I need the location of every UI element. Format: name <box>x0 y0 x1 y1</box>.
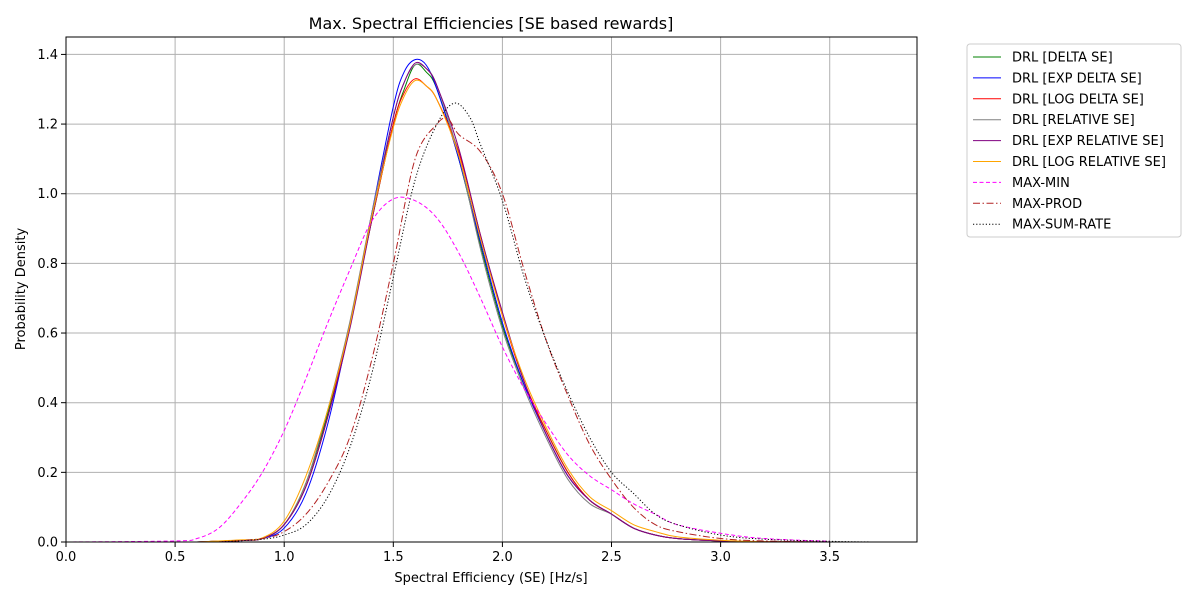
x-tick-label: 3.0 <box>710 550 731 565</box>
legend-label-drl-delta-se: DRL [DELTA SE] <box>1012 51 1113 66</box>
legend-label-drl-exp-delta-se: DRL [EXP DELTA SE] <box>1012 71 1142 86</box>
plot-area-frame <box>65 36 918 543</box>
y-tick-label: 0.6 <box>37 327 58 342</box>
series-lines <box>65 58 874 543</box>
y-tick-label: 0.2 <box>37 466 58 481</box>
series-line-max-min <box>65 196 830 543</box>
y-tick-label: 1.2 <box>37 118 58 133</box>
series-line-drl-exp-relative-se <box>196 61 830 543</box>
legend-label-drl-log-relative-se: DRL [LOG RELATIVE SE] <box>1012 155 1166 170</box>
y-axis-ticks: 0.0 0.2 0.4 0.6 0.8 1.0 1.2 1.4 <box>37 48 66 551</box>
series-line-drl-exp-delta-se <box>196 58 830 543</box>
x-tick-label: 0.0 <box>56 550 77 565</box>
legend-label-max-min: MAX-MIN <box>1012 176 1070 191</box>
y-axis-label: Probability Density <box>14 228 29 351</box>
x-tick-label: 2.5 <box>601 550 622 565</box>
chart-title: Max. Spectral Efficiencies [SE based rew… <box>309 14 674 33</box>
x-tick-label: 2.0 <box>492 550 513 565</box>
x-tick-label: 0.5 <box>165 550 186 565</box>
x-tick-label: 1.5 <box>383 550 404 565</box>
x-axis-ticks: 0.0 0.5 1.0 1.5 2.0 2.5 3.0 3.5 <box>56 542 840 565</box>
x-axis-label: Spectral Efficiency (SE) [Hz/s] <box>394 571 587 586</box>
y-tick-label: 0.4 <box>37 396 58 411</box>
series-line-drl-delta-se <box>196 63 830 543</box>
legend-box <box>966 43 1182 238</box>
x-tick-label: 1.0 <box>274 550 295 565</box>
y-tick-label: 1.0 <box>37 187 58 202</box>
series-line-drl-log-relative-se <box>196 79 830 543</box>
x-tick-label: 3.5 <box>819 550 840 565</box>
legend: DRL [DELTA SE] DRL [EXP DELTA SE] DRL [LOG… <box>966 43 1182 238</box>
legend-label-drl-log-delta-se: DRL [LOG DELTA SE] <box>1012 92 1144 107</box>
y-tick-label: 0.0 <box>37 536 58 551</box>
series-line-drl-relative-se <box>196 63 830 543</box>
grid <box>65 37 917 543</box>
series-line-max-sum-rate <box>218 102 874 543</box>
y-tick-label: 0.8 <box>37 257 58 272</box>
y-tick-label: 1.4 <box>37 48 58 63</box>
legend-label-max-prod: MAX-PROD <box>1012 197 1082 212</box>
legend-label-drl-exp-relative-se: DRL [EXP RELATIVE SE] <box>1012 134 1164 149</box>
legend-label-drl-relative-se: DRL [RELATIVE SE] <box>1012 113 1135 128</box>
legend-label-max-sum-rate: MAX-SUM-RATE <box>1012 218 1111 233</box>
series-line-max-prod <box>218 117 830 543</box>
